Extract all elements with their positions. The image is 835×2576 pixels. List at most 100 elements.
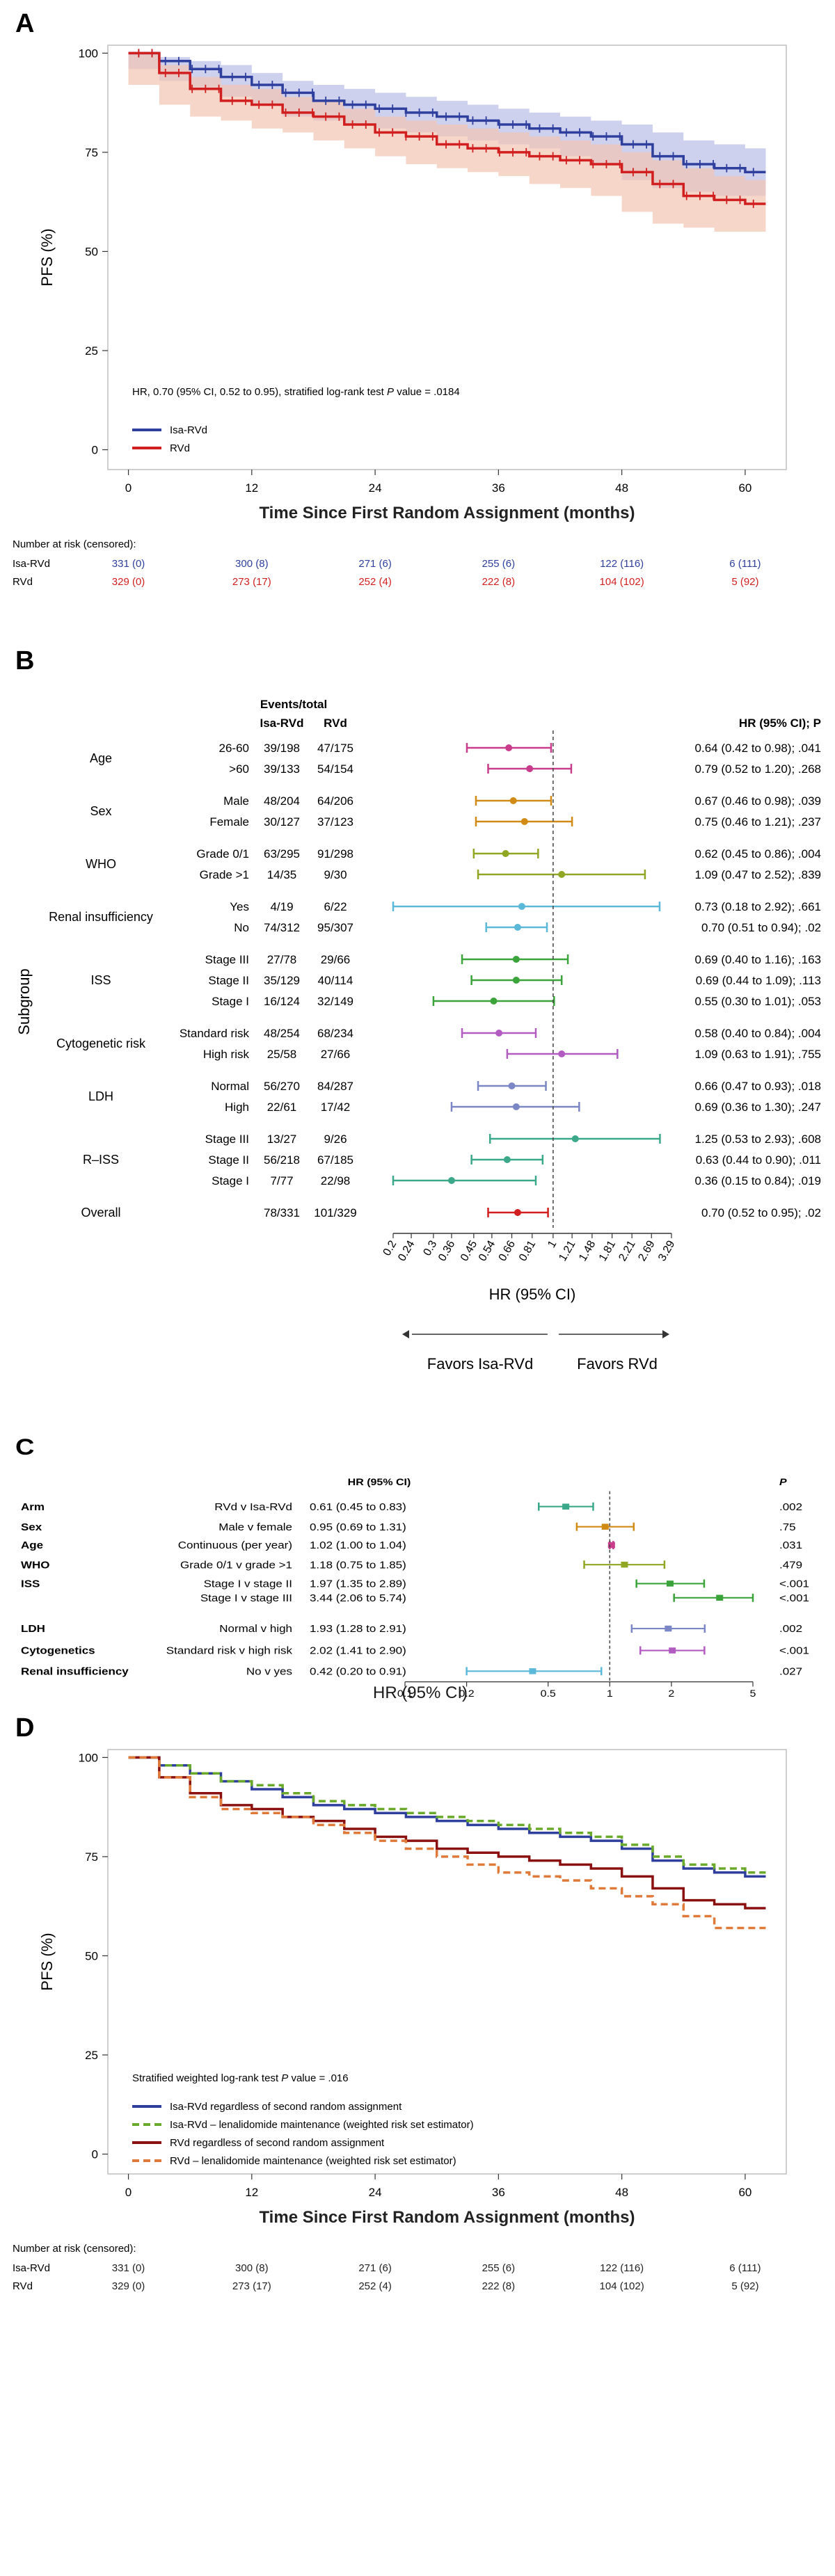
subgroup-label: Overall <box>81 1206 120 1219</box>
risk-value: 122 (116) <box>600 2262 644 2274</box>
events-rvd: 67/185 <box>317 1153 353 1167</box>
header-arm1: Isa-RVd <box>260 717 304 730</box>
row-label: Female <box>209 815 249 829</box>
row-label: Yes <box>230 900 249 913</box>
covariate-label: WHO <box>21 1560 49 1571</box>
header-hr: HR (95% CI) <box>348 1478 411 1488</box>
events-rvd: 37/123 <box>317 815 353 829</box>
x-tick-label: 3.29 <box>656 1238 677 1263</box>
header-hr: HR (95% CI); P <box>739 717 821 730</box>
hr-point <box>558 871 566 878</box>
header-events: Events/total <box>260 698 327 711</box>
legend-label-1: Isa-RVd regardless of second random assi… <box>170 2101 402 2113</box>
x-tick-label: 24 <box>369 2186 382 2199</box>
row-label: Grade >1 <box>200 868 249 881</box>
y-tick-label: 100 <box>79 47 98 60</box>
y-axis-label: PFS (%) <box>38 228 56 286</box>
risk-value: 331 (0) <box>112 2262 145 2274</box>
forest-plot-c: C HR (95% CI) P Arm RVd v Isa-RVd 0.61 (0.45 … <box>15 1434 809 1699</box>
events-isa: 74/312 <box>264 921 300 934</box>
y-tick-label: 0 <box>92 443 98 456</box>
hr-point <box>562 1503 570 1510</box>
censor-marks-2 <box>138 49 754 209</box>
row-label: Standard risk <box>180 1027 250 1040</box>
p-value: <.001 <box>779 1579 809 1590</box>
hr-point <box>520 818 528 825</box>
header-arm2: RVd <box>324 717 347 730</box>
hr-text: 0.69 (0.44 to 1.09); .113 <box>696 974 821 987</box>
x-tick-label: 36 <box>492 2186 505 2199</box>
events-rvd: 9/30 <box>324 868 347 881</box>
legend-label-2: Isa-RVd – lenalidomide maintenance (weig… <box>170 2119 474 2131</box>
events-isa: 39/198 <box>264 742 300 755</box>
events-rvd: 84/287 <box>317 1080 353 1093</box>
contrast-label: Standard risk v high risk <box>166 1646 292 1657</box>
panel-b: B Events/total Isa-RVd RVd HR (95% CI); P Sub… <box>0 626 835 1426</box>
events-rvd: 9/26 <box>324 1133 347 1146</box>
events-rvd: 101/329 <box>314 1206 356 1219</box>
row-label: Stage I <box>212 1174 249 1187</box>
x-axis-label: Time Since First Random Assignment (mont… <box>259 2208 635 2227</box>
hr-point <box>607 1542 615 1549</box>
annotation-p: P <box>387 386 394 398</box>
x-tick-label: 60 <box>738 481 752 495</box>
hr-text: 0.58 (0.40 to 0.84); .004 <box>695 1027 821 1040</box>
annotation-value: value = .0184 <box>394 386 460 398</box>
legend-label-1: Isa-RVd <box>170 424 207 436</box>
events-rvd: 40/114 <box>318 974 353 987</box>
risk-value: 255 (6) <box>482 558 516 570</box>
events-rvd: 68/234 <box>317 1027 353 1040</box>
hr-point <box>512 1103 520 1110</box>
events-isa: 7/77 <box>270 1174 293 1187</box>
x-axis-label: Time Since First Random Assignment (mont… <box>259 504 635 522</box>
row-label: 26-60 <box>219 742 249 755</box>
row-label: High risk <box>203 1048 250 1061</box>
hr-text: 2.02 (1.41 to 2.90) <box>310 1646 406 1657</box>
hr-text: 1.93 (1.28 to 2.91) <box>310 1624 406 1635</box>
annotation: Stratified weighted log-rank test P valu… <box>132 2072 349 2084</box>
x-tick-label: 0.36 <box>436 1238 457 1263</box>
risk-value: 329 (0) <box>112 576 145 588</box>
ci-band-2 <box>128 53 766 232</box>
x-tick-label: 2.69 <box>636 1238 657 1263</box>
legend-label-3: RVd regardless of second random assignme… <box>170 2137 385 2149</box>
x-tick-label: 5 <box>750 1689 756 1699</box>
x-tick-label: 2 <box>668 1689 674 1699</box>
events-isa: 39/133 <box>264 762 300 776</box>
hr-text: 1.09 (0.63 to 1.91); .755 <box>695 1048 821 1061</box>
x-axis-label: HR (95% CI) <box>372 1683 468 1702</box>
panel-letter: C <box>15 1434 34 1459</box>
risk-value: 271 (6) <box>358 558 392 570</box>
contrast-label: No v yes <box>246 1667 292 1678</box>
km-curve-4 <box>128 1756 766 1930</box>
events-isa: 27/78 <box>267 953 297 966</box>
events-rvd: 29/66 <box>321 953 351 966</box>
risk-value: 271 (6) <box>358 2262 392 2274</box>
risk-row-label: RVd <box>13 2280 33 2292</box>
hr-point <box>558 1050 566 1057</box>
y-tick-label: 75 <box>85 146 98 159</box>
legend-label-2: RVd <box>170 442 190 454</box>
hr-point <box>512 956 520 963</box>
events-isa: 78/331 <box>264 1206 300 1219</box>
x-tick-label: 48 <box>615 481 628 495</box>
hr-text: 0.69 (0.36 to 1.30); .247 <box>695 1101 821 1114</box>
favors-left: Favors Isa-RVd <box>427 1355 533 1373</box>
events-isa: 13/27 <box>267 1133 297 1146</box>
x-tick-label: 24 <box>369 481 382 495</box>
p-value: .027 <box>779 1667 802 1678</box>
panel-c-x-axis-label: HR (95% CI) <box>0 1683 835 1703</box>
arrow-left-head <box>402 1330 409 1338</box>
subgroup-label: Cytogenetic risk <box>56 1037 146 1050</box>
hr-text: 0.95 (0.69 to 1.31) <box>310 1522 406 1533</box>
hr-text: 0.62 (0.45 to 0.86); .004 <box>695 847 821 861</box>
events-isa: 35/129 <box>264 974 300 987</box>
subgroup-label: Sex <box>90 804 111 818</box>
annotation-p: P <box>281 2072 288 2084</box>
row-label: Normal <box>211 1080 249 1093</box>
risk-value: 273 (17) <box>232 576 271 588</box>
contrast-label: Male v female <box>218 1522 292 1533</box>
plot-frame <box>107 45 787 470</box>
hr-text: 0.42 (0.20 to 0.91) <box>310 1667 406 1678</box>
hr-text: 1.02 (1.00 to 1.04) <box>310 1540 406 1551</box>
